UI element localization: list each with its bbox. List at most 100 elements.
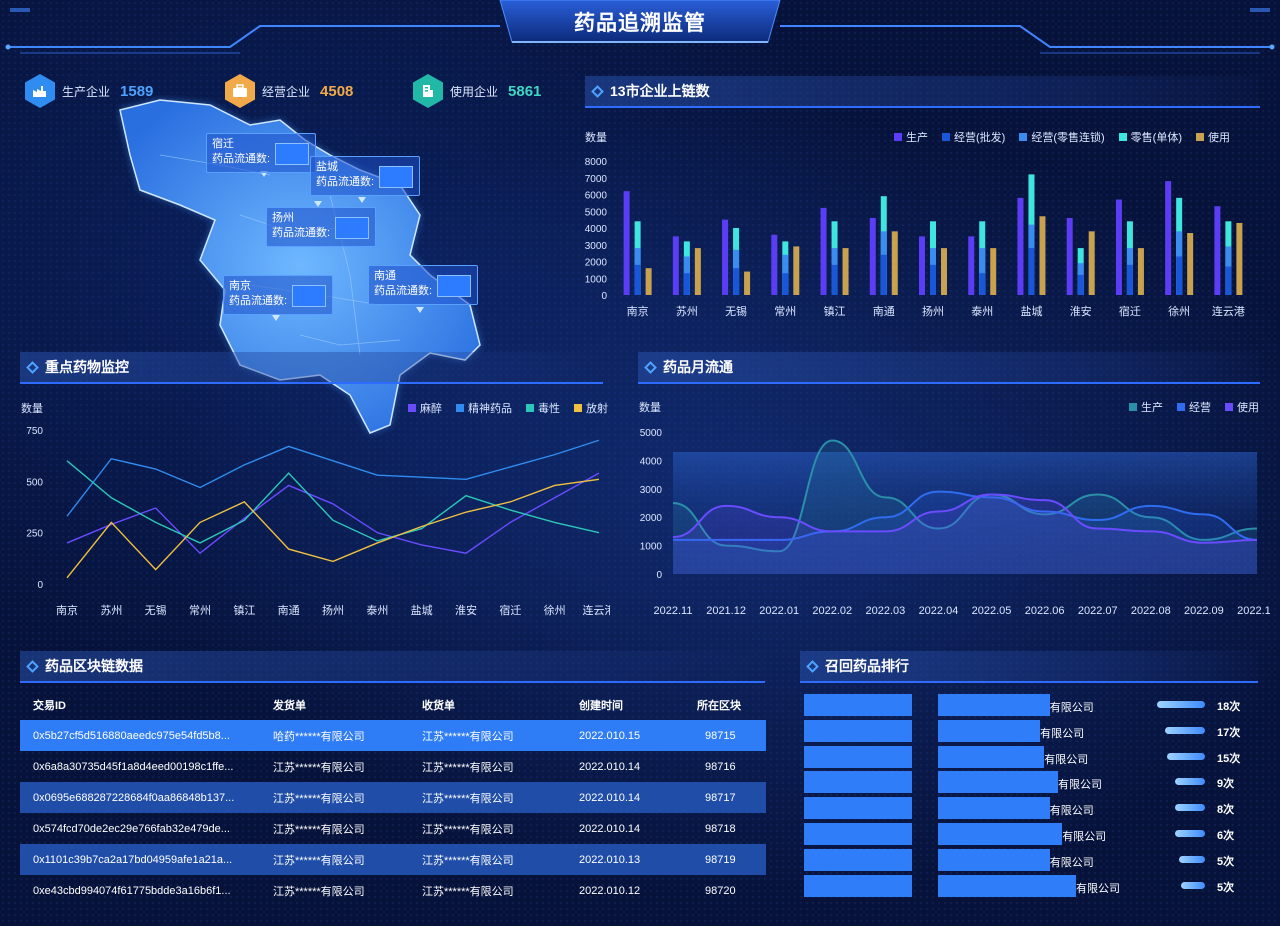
kpi-operators: 经营企业 4508 <box>225 73 353 109</box>
recall-company: 有限公司 <box>1049 702 1094 714</box>
factory-icon <box>25 74 55 108</box>
legend-item[interactable]: 经营(批发) <box>942 129 1005 145</box>
block-number: 98717 <box>697 782 766 813</box>
bar-wholesale <box>1176 256 1183 295</box>
col-header[interactable]: 创建时间 <box>579 700 623 712</box>
x-tick-label: 泰州 <box>971 304 993 318</box>
legend-item[interactable]: 放射 <box>574 400 608 416</box>
x-tick-label: 2022.03 <box>865 605 905 617</box>
y-tick-label: 6000 <box>585 191 608 202</box>
shipper: 江苏******有限公司 <box>273 885 365 898</box>
recall-item[interactable]: 有限公司 6次 <box>800 823 1260 845</box>
y-tick-label: 2000 <box>640 513 663 524</box>
recall-count: 6次 <box>1217 830 1235 842</box>
map-tooltip-nantong[interactable]: 南通 药品流通数: <box>368 265 478 305</box>
series-line <box>672 439 1258 553</box>
bar-production <box>623 191 630 295</box>
bar-wholesale <box>1126 264 1133 295</box>
col-header[interactable]: 所在区块 <box>697 700 741 712</box>
receiver: 江苏******有限公司 <box>422 844 579 875</box>
legend-item[interactable]: 使用 <box>1195 129 1230 145</box>
series-area <box>673 491 1257 574</box>
monitor-line-chart: 750 500 250 0 南京 苏州 无锡 常州 镇江 南通 扬州 泰州 盐城 淮安 宿迁 徐州 连云港 <box>26 426 610 617</box>
recall-drug-bar <box>804 745 912 768</box>
series-area <box>673 440 1257 574</box>
diamond-icon <box>26 360 39 374</box>
recall-count: 17次 <box>1217 726 1241 739</box>
col-header[interactable]: 收货单 <box>422 700 455 712</box>
recall-item[interactable]: 有限公司 18次 <box>800 694 1260 716</box>
recall-company-bar <box>938 848 1050 871</box>
bar-usage <box>1137 248 1144 295</box>
recall-item[interactable]: 有限公司 9次 <box>800 771 1260 794</box>
recall-item[interactable]: 有限公司 5次 <box>800 848 1260 871</box>
table-row[interactable]: 0x5b27cf5d516880aeedc975e54fd5b8... 哈药**… <box>20 720 766 751</box>
header-frame <box>5 0 1275 54</box>
x-tick-label: 镇江 <box>233 603 255 617</box>
recall-item[interactable]: 有限公司 15次 <box>800 745 1260 768</box>
table-row[interactable]: 0x0695e688287228684f0aa86848b137... 江苏**… <box>20 782 766 813</box>
legend-item[interactable]: 精神药品 <box>456 400 512 416</box>
x-tick-label: 苏州 <box>676 305 698 318</box>
legend-item[interactable]: 零售(单体) <box>1118 129 1182 145</box>
x-tick-label: 2022.02 <box>812 605 852 617</box>
recall-item[interactable]: 有限公司 8次 <box>800 797 1260 820</box>
created-time: 2022.010.13 <box>579 844 697 875</box>
recall-count: 15次 <box>1217 752 1241 765</box>
legend-item[interactable]: 生产 <box>894 129 928 145</box>
recall-item[interactable]: 有限公司 5次 <box>800 874 1260 897</box>
y-tick-label: 7000 <box>585 174 608 185</box>
recall-company-bar <box>938 745 1045 768</box>
legend-item[interactable]: 生产 <box>1129 399 1163 415</box>
chain-panel-title: 13市企业上链数 <box>585 76 1260 108</box>
col-header[interactable]: 发货单 <box>273 700 306 712</box>
table-row[interactable]: 0x1101c39b7ca2a17bd04959afe1a21a... 江苏**… <box>20 844 766 875</box>
recall-company-bar <box>938 797 1050 820</box>
series-line <box>673 490 1258 541</box>
recall-company: 有限公司 <box>1076 882 1120 895</box>
tx-id: 0x0695e688287228684f0aa86848b137... <box>20 782 273 813</box>
legend-item[interactable]: 经营 <box>1177 399 1211 415</box>
legend-item[interactable]: 麻醉 <box>408 400 442 416</box>
city-value-box <box>335 217 369 239</box>
created-time: 2022.010.14 <box>579 822 641 835</box>
map-tooltip-yancheng[interactable]: 盐城 药品流通数: <box>310 156 420 196</box>
x-tick-label: 盐城 <box>411 604 433 617</box>
bar-usage <box>842 248 849 295</box>
legend-item[interactable]: 使用 <box>1225 399 1259 415</box>
x-tick-label: 淮安 <box>1070 304 1092 318</box>
table-row[interactable]: 0x6a8a30735d45f1a8d4eed00198c1ffe... 江苏*… <box>20 751 766 782</box>
block-number: 98720 <box>705 884 736 897</box>
recall-company-bar <box>938 874 1076 897</box>
created-time: 2022.010.14 <box>579 760 641 773</box>
map-tooltip-yangzhou[interactable]: 扬州 药品流通数: <box>266 207 376 247</box>
series-line <box>66 460 600 544</box>
section-title: 13市企业上链数 <box>610 83 710 99</box>
bar-usage <box>891 231 898 295</box>
map-tooltip-nanjing[interactable]: 南京 药品流通数: <box>223 275 333 315</box>
recall-item[interactable]: 有限公司 17次 <box>800 719 1260 742</box>
bar-wholesale <box>634 264 641 295</box>
page-title: 药品追溯监管 <box>574 12 706 35</box>
map-tooltip-suqian[interactable]: 宿迁 药品流通数: <box>206 133 316 173</box>
bar-wholesale <box>880 254 887 295</box>
bar-wholesale <box>1225 266 1232 295</box>
tx-id: 0x1101c39b7ca2a17bd04959afe1a21a... <box>20 844 273 875</box>
table-row[interactable]: 0xe43cbd994074f61775bdde3a16b6f1... 江苏**… <box>20 875 766 906</box>
bar-usage <box>941 248 947 295</box>
recall-drug-bar <box>804 874 912 897</box>
x-tick-label: 盐城 <box>1020 305 1042 318</box>
col-header[interactable]: 交易ID <box>33 700 66 712</box>
y-tick-label: 500 <box>26 477 43 488</box>
recall-count-pill <box>1167 752 1205 760</box>
kpi-users: 使用企业 5861 <box>413 73 541 109</box>
legend-item[interactable]: 经营(零售连锁) <box>1019 129 1105 145</box>
bar-production <box>771 234 778 295</box>
legend-item[interactable]: 毒性 <box>526 400 560 416</box>
table-row[interactable]: 0x574fcd70de2ec29e766fab32e479de... 江苏**… <box>20 813 766 844</box>
recall-company-bar <box>938 694 1050 716</box>
monitor-panel-title: 重点药物监控 <box>20 352 603 384</box>
recall-count: 5次 <box>1217 881 1235 894</box>
y-tick-label: 0 <box>601 291 607 302</box>
city-label: 药品流通数: <box>374 285 433 297</box>
